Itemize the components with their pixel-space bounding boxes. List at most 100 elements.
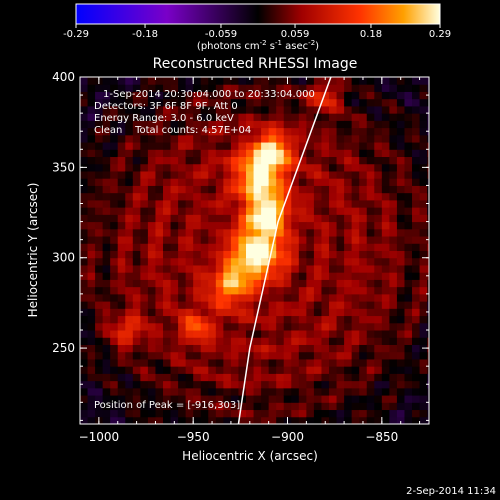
heatmap-cell (125, 163, 134, 172)
heatmap-cell (117, 308, 126, 317)
heatmap-cell (261, 84, 270, 92)
heatmap-cell (276, 149, 285, 158)
heatmap-cell (336, 170, 345, 179)
heatmap-cell (396, 113, 405, 121)
heatmap-cell (125, 156, 134, 165)
heatmap-cell (427, 301, 429, 309)
heatmap-cell (283, 250, 292, 259)
heatmap-cell (396, 272, 405, 280)
heatmap-cell (404, 257, 413, 266)
heatmap-cell (117, 178, 126, 186)
heatmap-cell (389, 134, 398, 143)
heatmap-cell (200, 243, 209, 251)
heatmap-cell (321, 77, 330, 85)
heatmap-cell (178, 293, 187, 302)
heatmap-cell (178, 91, 187, 100)
heatmap-cell (253, 358, 262, 367)
heatmap-cell (261, 105, 270, 114)
heatmap-cell (404, 134, 413, 143)
heatmap-cell (313, 301, 322, 309)
heatmap-cell (215, 214, 224, 223)
heatmap-cell (329, 380, 338, 389)
heatmap-cell (87, 178, 96, 186)
heatmap-cell (366, 315, 375, 324)
heatmap-cell (185, 286, 194, 295)
heatmap-cell (102, 337, 111, 345)
heatmap-cell (80, 105, 89, 114)
heatmap-cell (132, 113, 141, 121)
heatmap-cell (268, 192, 277, 201)
heatmap-cell (268, 344, 277, 353)
heatmap-cell (80, 257, 89, 266)
heatmap-cell (87, 279, 96, 288)
heatmap-cell (404, 351, 413, 360)
heatmap-cell (140, 214, 149, 223)
heatmap-cell (298, 113, 307, 121)
heatmap-cell (381, 330, 390, 338)
heatmap-cell (321, 322, 330, 331)
info-line-3: Energy Range: 3.0 - 6.0 keV (94, 113, 234, 124)
heatmap-cell (321, 402, 330, 411)
heatmap-cell (381, 214, 390, 223)
heatmap-cell (246, 373, 255, 382)
heatmap-cell (344, 257, 353, 266)
heatmap-cell (253, 163, 262, 172)
heatmap-cell (291, 373, 300, 382)
heatmap-cell (80, 416, 89, 424)
heatmap-cell (366, 77, 375, 85)
heatmap-cell (140, 142, 149, 150)
heatmap-cell (95, 127, 104, 136)
heatmap-cell (313, 308, 322, 317)
heatmap-cell (336, 337, 345, 345)
heatmap-cell (359, 199, 368, 208)
heatmap-cell (381, 250, 390, 259)
heatmap-cell (200, 330, 209, 338)
heatmap-cell (359, 286, 368, 295)
heatmap-cell (359, 380, 368, 389)
heatmap-cell (163, 170, 172, 179)
heatmap-cell (87, 77, 96, 85)
heatmap-cell (238, 279, 247, 288)
heatmap-cell (155, 149, 164, 158)
heatmap-cell (140, 91, 149, 100)
heatmap-cell (389, 293, 398, 302)
heatmap-cell (336, 308, 345, 317)
heatmap-cell (261, 409, 270, 418)
heatmap-cell (404, 279, 413, 288)
heatmap-cell (87, 293, 96, 302)
heatmap-cell (170, 344, 179, 353)
heatmap-cell (178, 366, 187, 374)
heatmap-cell (419, 236, 428, 244)
heatmap-cell (321, 134, 330, 143)
heatmap-cell (427, 105, 429, 114)
heatmap-cell (200, 149, 209, 158)
heatmap-cell (419, 199, 428, 208)
heatmap-cell (163, 366, 172, 374)
heatmap-cell (419, 286, 428, 295)
heatmap-cell (117, 286, 126, 295)
heatmap-cell (223, 250, 232, 259)
heatmap-cell (276, 98, 285, 107)
heatmap-cell (185, 98, 194, 107)
heatmap-cell (200, 120, 209, 129)
heatmap-cell (185, 272, 194, 280)
heatmap-cell (87, 395, 96, 403)
y-tick-label: 300 (52, 251, 75, 265)
heatmap-cell (306, 272, 315, 280)
heatmap-cell (313, 402, 322, 411)
heatmap-cell (230, 279, 239, 288)
heatmap-cell (185, 301, 194, 309)
heatmap-cell (306, 250, 315, 259)
heatmap-cell (140, 344, 149, 353)
heatmap-cell (246, 156, 255, 165)
heatmap-cell (253, 192, 262, 201)
heatmap-cell (163, 337, 172, 345)
heatmap-cell (125, 185, 134, 194)
heatmap-cell (110, 395, 119, 403)
heatmap-cell (132, 243, 141, 251)
heatmap-cell (291, 337, 300, 345)
heatmap-cell (291, 134, 300, 143)
heatmap-cell (298, 301, 307, 309)
heatmap-cell (110, 221, 119, 230)
heatmap-cell (95, 358, 104, 367)
